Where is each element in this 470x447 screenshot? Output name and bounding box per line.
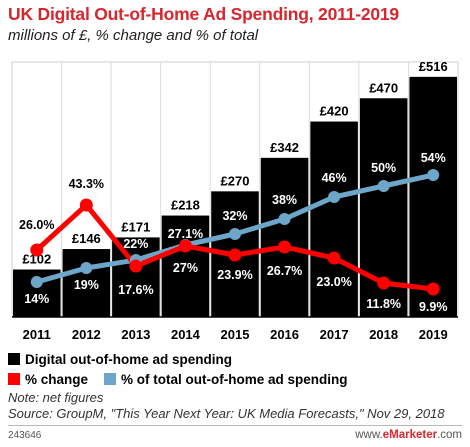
share-point-2011: [30, 276, 43, 288]
share-point-2017: [328, 191, 341, 203]
change-label-2012: 43.3%: [69, 177, 104, 191]
legend-label-share: % of total out-of-home ad spending: [121, 371, 348, 387]
bar-label-2016: £342: [270, 140, 299, 155]
bar-label-2015: £270: [221, 173, 250, 188]
change-point-2018: [377, 276, 391, 290]
change-label-2017: 23.0%: [316, 275, 351, 289]
legend-label-spending: Digital out-of-home ad spending: [25, 351, 232, 367]
footer-brand[interactable]: www.eMarketer.com: [355, 429, 462, 441]
chart-plot: £102 £146 £171 £218 £270 £342 £420 £470 £516 2011…: [11, 59, 459, 342]
footer-domain: .com: [437, 429, 462, 441]
change-point-2013: [129, 259, 143, 273]
share-point-2012: [80, 262, 93, 274]
chart-id: 243646: [8, 430, 42, 441]
share-label-2013: 22%: [123, 237, 148, 251]
change-label-2019: 9.9%: [419, 300, 448, 314]
share-label-2015: 32%: [222, 209, 247, 223]
change-label-2013: 17.6%: [118, 283, 153, 297]
x-tick-label-2019: 2019: [419, 327, 448, 342]
footer-brand-name: eMarketer: [382, 429, 438, 441]
x-tick-label-2014: 2014: [171, 327, 201, 342]
change-label-2015: 23.9%: [217, 268, 252, 282]
share-label-2019: 54%: [421, 151, 446, 165]
share-point-2016: [278, 213, 291, 225]
change-label-2014: 27.1%: [168, 227, 203, 241]
legend-label-change: % change: [25, 371, 89, 387]
bar-2019: [409, 76, 457, 317]
bar-2017: [310, 121, 358, 318]
bar-2013: [112, 237, 160, 317]
chart-title: UK Digital Out-of-Home Ad Spending, 2011…: [8, 4, 399, 24]
legend: Digital out-of-home ad spending % change…: [8, 349, 364, 389]
x-tick-label-2013: 2013: [121, 327, 150, 342]
change-point-2014: [178, 239, 192, 253]
legend-item-spending: Digital out-of-home ad spending: [8, 352, 232, 367]
legend-swatch-share: [104, 373, 117, 385]
x-tick-label-2015: 2015: [221, 327, 250, 342]
bar-label-2019: £516: [419, 59, 448, 74]
share-label-2011: 14%: [24, 292, 49, 306]
share-point-2015: [229, 228, 241, 240]
share-point-2019: [427, 169, 440, 181]
bar-label-2011: £102: [22, 252, 51, 267]
share-point-2018: [377, 180, 390, 192]
notes: Note: net figures Source: GroupM, "This …: [8, 390, 445, 421]
change-point-2011: [30, 243, 44, 257]
bar-label-2012: £146: [72, 231, 101, 246]
x-tick-label-2018: 2018: [369, 327, 398, 342]
share-label-2017: 46%: [322, 171, 347, 185]
bar-2016: [260, 157, 309, 317]
change-point-2017: [327, 251, 341, 265]
legend-item-share: % of total out-of-home ad spending: [104, 371, 348, 387]
bar-label-2013: £171: [121, 219, 150, 234]
change-label-2016: 26.7%: [267, 264, 302, 278]
bar-2012: [62, 249, 111, 317]
note-text: Note: net figures: [8, 390, 104, 405]
legend-item-change: % change: [8, 372, 88, 387]
change-point-2015: [228, 248, 242, 262]
bar-2014: [161, 215, 210, 317]
footer-divider: [8, 425, 462, 426]
change-point-2012: [79, 198, 93, 212]
x-tick-label-2017: 2017: [320, 327, 349, 342]
source-text: Source: GroupM, "This Year Next Year: UK…: [8, 405, 445, 421]
chart-subtitle: millions of £, % change and % of total: [8, 27, 259, 44]
change-label-2018: 11.8%: [366, 297, 401, 311]
x-tick-label-2016: 2016: [270, 327, 299, 342]
change-point-2016: [278, 240, 292, 254]
footer-site: www.: [355, 429, 383, 441]
share-label-2012: 19%: [74, 278, 99, 292]
share-label-2016: 38%: [272, 193, 297, 207]
x-tick-label-2012: 2012: [72, 327, 101, 342]
share-label-2018: 50%: [371, 161, 396, 175]
legend-swatch-change: [8, 373, 20, 385]
change-point-2019: [426, 282, 440, 296]
legend-swatch-spending: [8, 353, 20, 365]
x-tick-label-2011: 2011: [23, 327, 51, 342]
change-label-2011: 26.0%: [19, 218, 54, 232]
share-label-2014: 27%: [173, 261, 198, 275]
bar-label-2018: £470: [369, 80, 398, 95]
bar-label-2014: £218: [171, 198, 200, 213]
bar-label-2017: £420: [320, 104, 349, 119]
